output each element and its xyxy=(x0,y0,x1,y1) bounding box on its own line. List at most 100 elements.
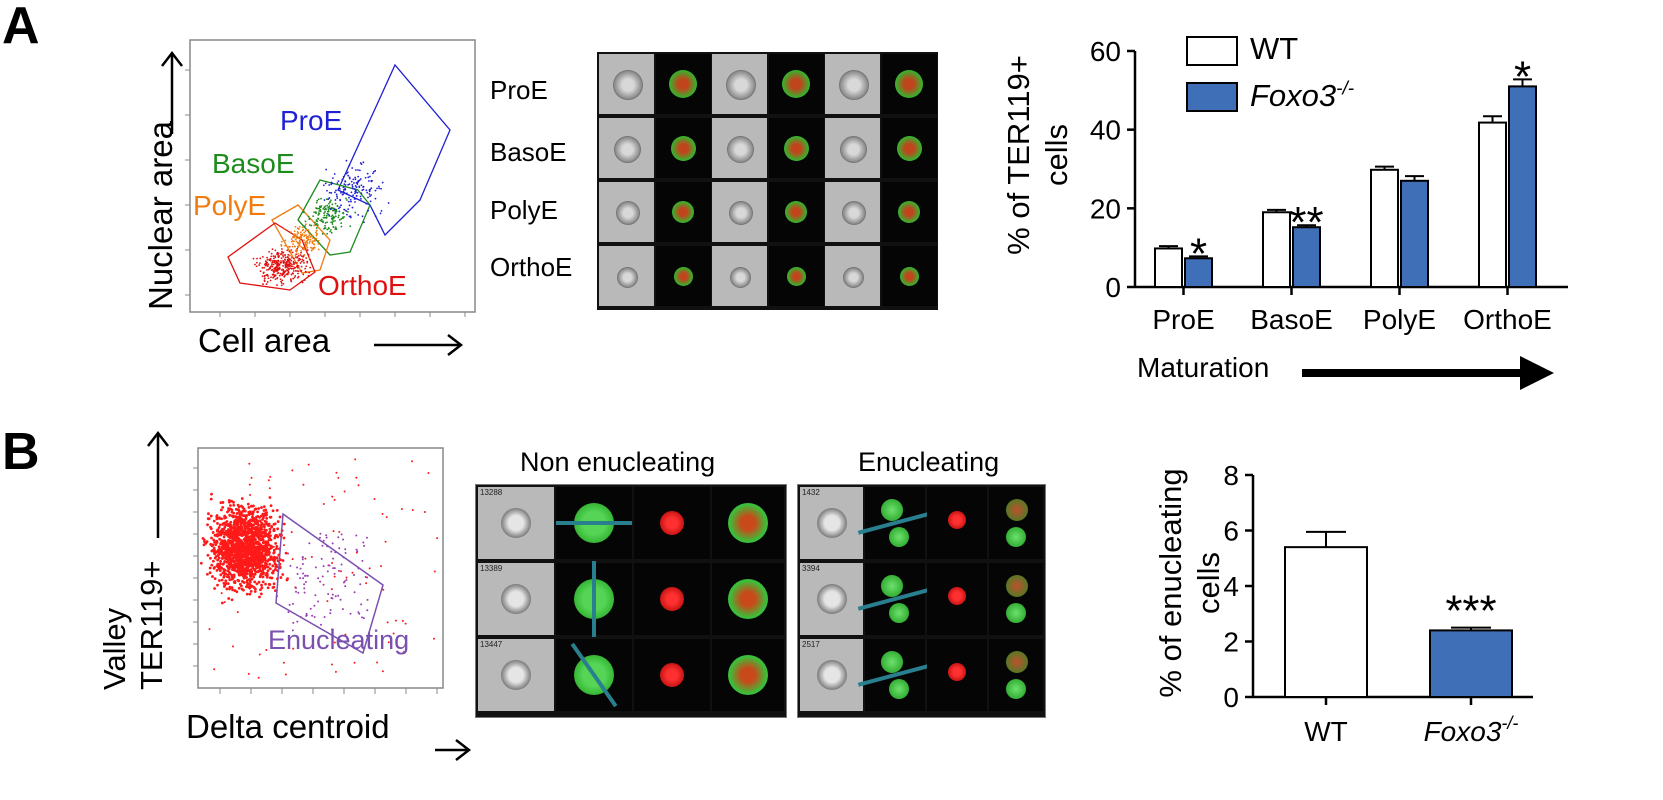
a-event-dot xyxy=(348,204,351,207)
a-event-dot xyxy=(336,182,339,184)
b-event-dot xyxy=(249,531,253,535)
a-event-dot xyxy=(277,254,279,256)
b-gate-dot xyxy=(299,577,302,580)
b-event-dot xyxy=(248,483,251,486)
a-event-dot xyxy=(288,268,290,271)
b-event-dot xyxy=(223,568,227,572)
a-event-dot xyxy=(358,169,361,172)
cell-fluorescence xyxy=(670,135,696,161)
b-event-dot xyxy=(404,622,407,625)
a-event-dot xyxy=(313,211,316,214)
b-gate-dot xyxy=(342,556,345,559)
a-event-dot xyxy=(303,279,306,281)
b-event-dot xyxy=(351,571,354,574)
b-event-dot xyxy=(206,553,210,557)
cell-brightfield xyxy=(501,508,531,538)
b-gate-dot xyxy=(341,608,344,611)
a-event-dot xyxy=(273,261,276,264)
a-event-dot xyxy=(273,259,276,262)
cell-fluorescence xyxy=(898,201,920,223)
a-event-dot xyxy=(266,273,269,276)
b-event-dot xyxy=(212,519,216,523)
a-event-dot xyxy=(345,159,348,162)
a-event-dot xyxy=(292,267,295,270)
b-gate-dot xyxy=(308,542,311,545)
fluorescence-image xyxy=(655,118,711,178)
b-event-dot xyxy=(276,527,280,531)
cell-fluorescence xyxy=(889,603,909,623)
a-event-dot xyxy=(294,233,296,236)
a-event-dot xyxy=(341,178,344,181)
a-event-dot xyxy=(366,172,369,175)
b-gate-dot xyxy=(325,536,328,539)
a-event-dot xyxy=(287,271,290,274)
image-id: 2517 xyxy=(802,640,820,649)
a-event-dot xyxy=(337,207,340,210)
b-event-dot xyxy=(237,547,241,551)
b-event-dot xyxy=(260,531,264,535)
a-event-dot xyxy=(354,169,357,171)
a-event-dot xyxy=(294,275,297,277)
a-event-dot xyxy=(262,283,264,285)
a-event-dot xyxy=(306,248,308,251)
b-event-dot xyxy=(217,552,221,556)
b-event-dot xyxy=(330,663,333,666)
b-gate-dot xyxy=(337,594,340,597)
b-event-dot xyxy=(250,553,254,557)
a-event-dot xyxy=(367,196,369,199)
a-event-dot xyxy=(267,277,270,280)
fluorescence-image xyxy=(881,246,937,306)
b-gate-dot xyxy=(349,612,352,615)
a-event-dot xyxy=(294,269,297,272)
b-event-dot xyxy=(249,528,253,531)
a-event-dot xyxy=(354,176,357,179)
b-bar-ytick-label: 6 xyxy=(1223,516,1239,547)
b-event-dot xyxy=(249,574,253,578)
b-bar-ylabel: % of enucleating cells xyxy=(1152,433,1228,733)
a-event-dot xyxy=(269,257,272,260)
b-event-dot xyxy=(251,565,254,568)
b-event-dot xyxy=(219,508,223,512)
b-event-dot xyxy=(257,580,261,584)
b-event-dot xyxy=(333,498,336,501)
a-event-dot xyxy=(263,263,266,266)
b-event-dot xyxy=(252,510,255,514)
a-event-dot xyxy=(291,245,294,248)
a-event-dot xyxy=(334,220,336,222)
a-event-dot xyxy=(348,177,351,180)
a-event-dot xyxy=(301,281,304,284)
b-scatter-xlabel: Delta centroid xyxy=(186,708,390,745)
cell-fluorescence xyxy=(895,70,923,98)
b-event-dot xyxy=(238,514,242,518)
a-event-dot xyxy=(271,273,274,276)
a-event-dot xyxy=(294,256,297,259)
brightfield-image xyxy=(599,54,654,114)
a-event-dot xyxy=(315,231,317,234)
b-gate-dot xyxy=(326,545,329,548)
a-bar-chart: 0 20 40 60 ProE * BasoE ** PolyE OrthoE * xyxy=(1090,36,1568,335)
b-gate-dot xyxy=(357,567,360,570)
b-event-dot xyxy=(239,523,243,526)
a-event-dot xyxy=(300,280,303,283)
a-event-dot xyxy=(304,225,306,227)
b-event-dot xyxy=(263,528,267,532)
a-event-dot xyxy=(340,204,342,207)
a-event-dot xyxy=(337,216,340,219)
a-event-dot xyxy=(324,210,326,213)
a-event-dot xyxy=(349,225,352,228)
a-event-dot xyxy=(317,242,320,245)
image-id: 13389 xyxy=(480,564,503,573)
b-event-dot xyxy=(230,565,233,569)
fluorescence-image xyxy=(768,54,824,114)
fluorescence-image xyxy=(556,487,632,559)
b-gate-dot xyxy=(321,575,324,578)
b-event-dot xyxy=(223,525,227,529)
a-event-dot xyxy=(288,245,290,248)
a-event-dot xyxy=(294,261,297,264)
a-event-dot xyxy=(313,246,316,249)
b-event-dot xyxy=(253,568,257,571)
b-event-dot xyxy=(222,585,226,588)
a-event-dot xyxy=(368,180,370,182)
a-event-dot xyxy=(270,269,273,272)
a-event-dot xyxy=(329,208,332,210)
